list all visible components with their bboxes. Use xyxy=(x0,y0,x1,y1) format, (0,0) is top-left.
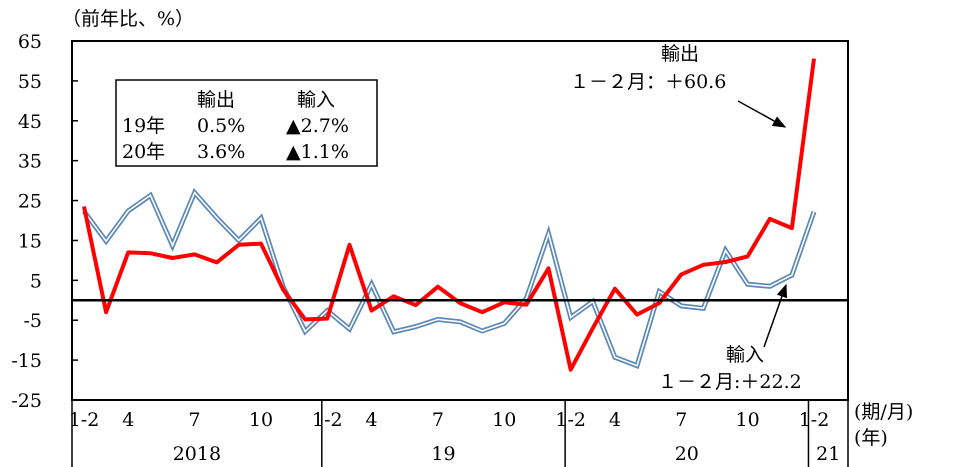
y-unit-label: （前年比、%） xyxy=(62,8,194,30)
x-tick-label: 4 xyxy=(609,409,621,431)
series-line-import-inner xyxy=(83,191,815,367)
series-line-import-outer xyxy=(81,187,817,369)
year-label: 19 xyxy=(431,443,455,465)
x-tick-label: 1-2 xyxy=(799,409,830,431)
x-axis: 1-2 4 7 10 1-2 4 7 10 1-2 4 7 10 1-2 2018 19 20 21 xyxy=(69,400,849,467)
series-line-export xyxy=(82,58,816,372)
year-label: 20 xyxy=(675,443,699,465)
export-annotation-name: 輸出 xyxy=(661,43,699,65)
import-annotation-value: １－２月:＋22.2 xyxy=(658,371,802,393)
x-year-unit-label: (年) xyxy=(854,427,888,449)
import-annotation-name: 輸入 xyxy=(726,344,764,366)
export-annotation-value: １－２月：＋60.6 xyxy=(570,71,726,93)
x-tick-label: 7 xyxy=(675,409,687,431)
x-tick-label: 10 xyxy=(249,409,273,431)
summary-table-box xyxy=(115,79,378,167)
y-tick-label: 55 xyxy=(18,71,42,93)
plot-frame xyxy=(71,40,849,401)
y-tick-label: 65 xyxy=(18,31,42,53)
y-tick-label: -25 xyxy=(11,390,42,412)
y-tick-label: 35 xyxy=(18,151,42,173)
x-tick-label: 10 xyxy=(736,409,760,431)
y-tick-label: 15 xyxy=(18,230,42,252)
summary-row-export: 3.6% xyxy=(197,141,245,163)
summary-table: 輸出 輸入 19年 0.5% ▲2.7% 20年 3.6% ▲1.1% xyxy=(115,79,378,167)
x-tick-label: 1-2 xyxy=(555,409,586,431)
x-tick-label: 7 xyxy=(189,409,201,431)
summary-header-export: 輸出 xyxy=(197,89,235,111)
x-period-unit-label: (期/月) xyxy=(854,401,913,423)
summary-row-year: 20年 xyxy=(122,141,165,163)
x-tick-label: 7 xyxy=(432,409,444,431)
y-tick-label: 25 xyxy=(18,191,42,213)
year-label: 21 xyxy=(816,443,840,465)
y-tick-label: -5 xyxy=(23,310,42,332)
x-tick-label: 1-2 xyxy=(69,409,100,431)
summary-header-import: 輸入 xyxy=(297,89,335,111)
summary-row-import: ▲1.1% xyxy=(286,141,349,163)
x-tick-label: 4 xyxy=(366,409,378,431)
series-layer xyxy=(81,58,817,372)
import-annotation-arrow xyxy=(763,283,788,348)
summary-row-export: 0.5% xyxy=(197,115,245,137)
export-annotation-arrow xyxy=(737,100,787,128)
year-label: 2018 xyxy=(173,443,221,465)
y-tick-label: 45 xyxy=(18,111,42,133)
y-tick-label: 5 xyxy=(30,270,42,292)
x-tick-label: 4 xyxy=(122,409,134,431)
summary-row-import: ▲2.7% xyxy=(286,115,349,137)
summary-row-year: 19年 xyxy=(122,115,165,137)
x-tick-label: 1-2 xyxy=(312,409,343,431)
y-tick-label: -15 xyxy=(11,350,42,372)
y-axis: 65 55 45 35 25 15 5 -5 -15 -25 xyxy=(11,31,78,412)
x-tick-label: 10 xyxy=(492,409,516,431)
